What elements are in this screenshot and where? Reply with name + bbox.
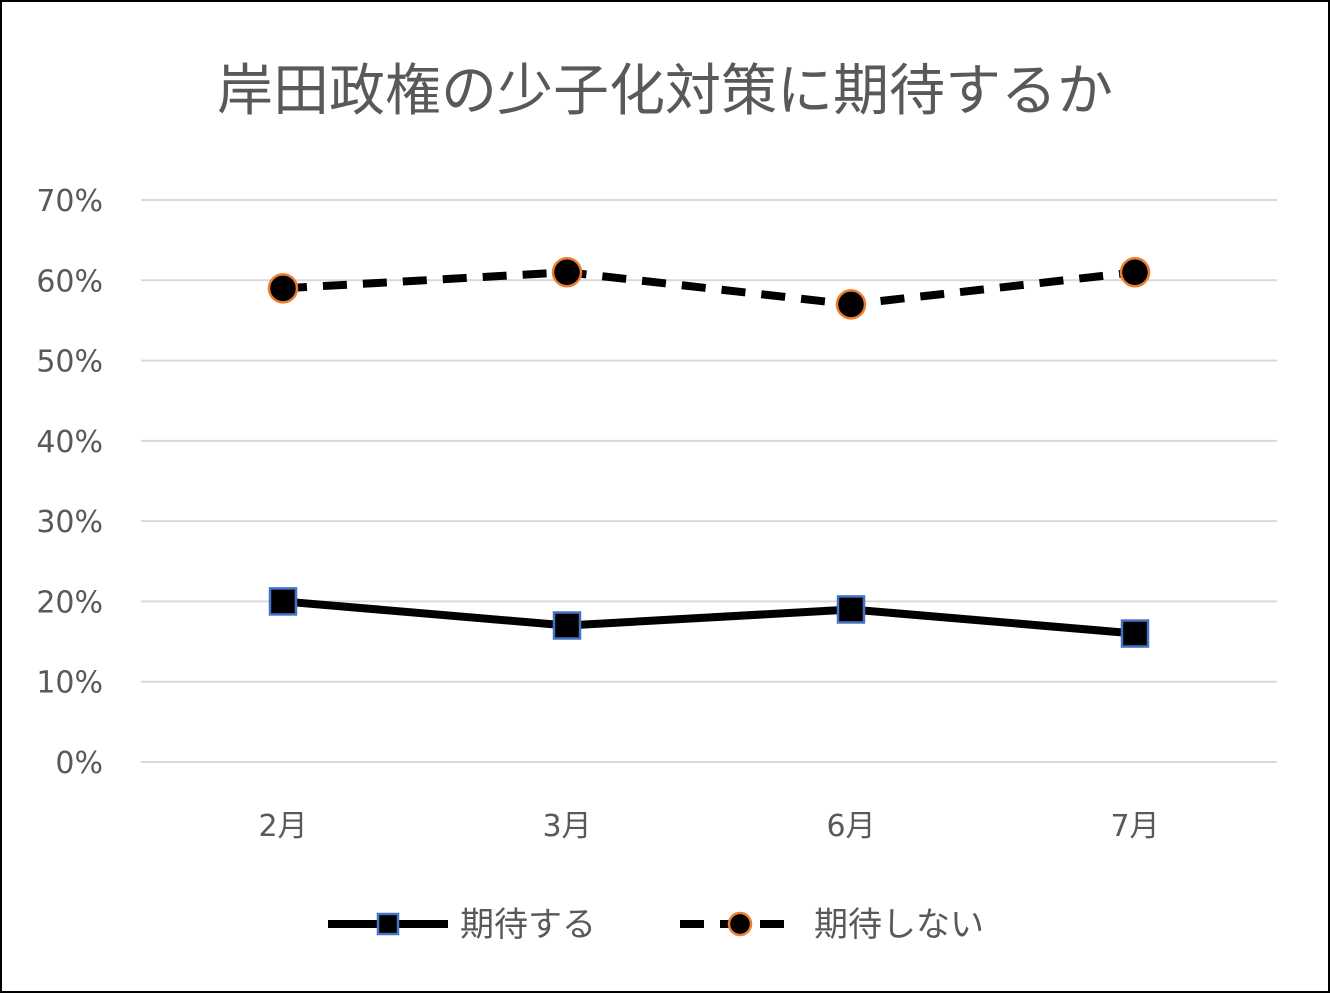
data-point-0-3 — [1120, 619, 1150, 648]
y-tick-label: 20% — [36, 585, 103, 620]
series-line-0 — [282, 597, 1136, 638]
y-tick-label: 30% — [36, 505, 103, 540]
data-point-1-3 — [1119, 257, 1151, 288]
y-tick-label: 0% — [55, 746, 103, 781]
legend: 期待する 期待しない — [328, 905, 984, 945]
legend-marker-1 — [727, 911, 753, 937]
chart-title: 岸田政権の少子化対策に期待するか — [217, 59, 1113, 124]
series-lines — [282, 268, 1136, 638]
data-point-0-0 — [268, 587, 298, 616]
x-axis-ticks: 2月 3月 6月 7月 — [258, 809, 1159, 844]
data-point-1-1 — [551, 257, 583, 288]
x-tick-label: 7月 — [1110, 809, 1159, 844]
x-tick-label: 3月 — [542, 809, 591, 844]
data-point-0-1 — [552, 611, 582, 640]
data-point-1-2 — [835, 289, 867, 320]
data-point-0-2 — [836, 595, 866, 624]
legend-label-0: 期待する — [460, 905, 596, 945]
series-markers — [267, 257, 1151, 648]
series-line-1 — [282, 268, 1136, 309]
y-tick-label: 50% — [36, 345, 103, 380]
y-tick-label: 10% — [36, 666, 103, 701]
x-tick-label: 6月 — [826, 809, 875, 844]
y-axis-ticks: 0% 10% 20% 30% 40% 50% 60% 70% — [36, 184, 103, 781]
x-tick-label: 2月 — [258, 809, 307, 844]
y-tick-label: 40% — [36, 425, 103, 460]
legend-label-1: 期待しない — [814, 905, 984, 945]
data-point-1-0 — [267, 273, 299, 304]
gridlines — [141, 199, 1277, 763]
legend-marker-0 — [376, 912, 400, 936]
y-tick-label: 70% — [36, 184, 103, 219]
y-tick-label: 60% — [36, 264, 103, 299]
